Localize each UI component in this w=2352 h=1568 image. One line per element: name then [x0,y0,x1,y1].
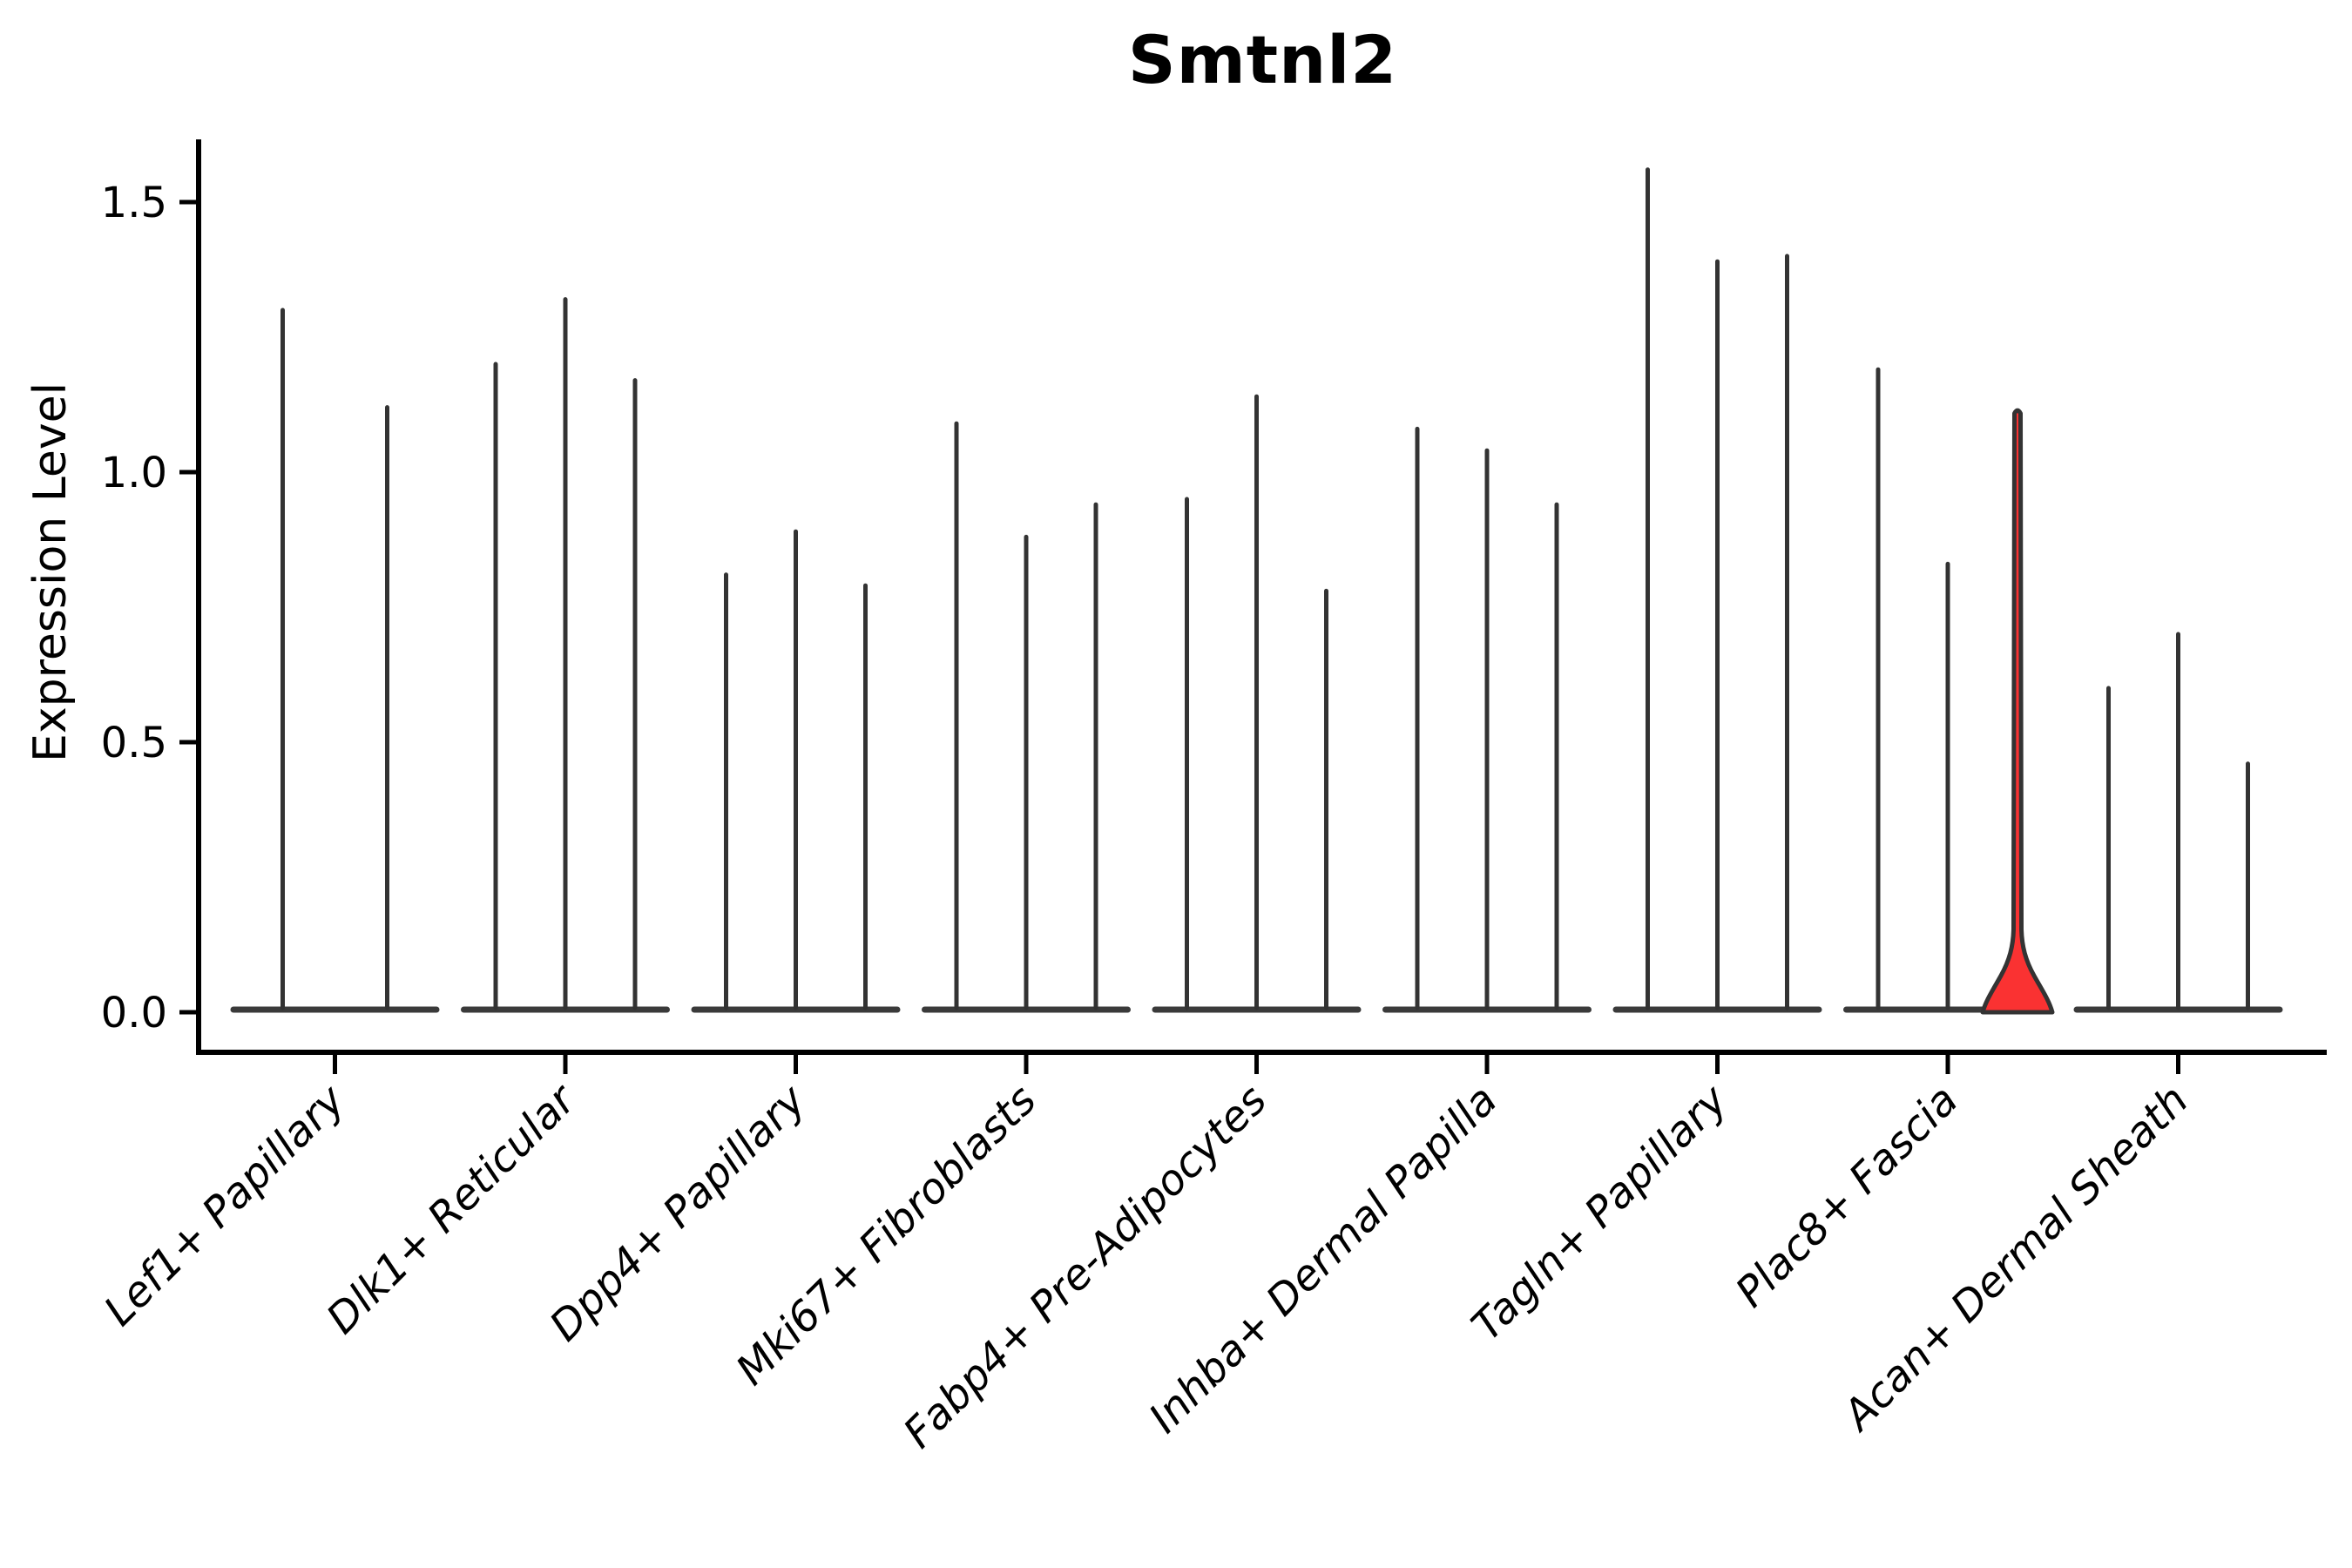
x-tick-label: Lef1+ Papillary [95,1075,355,1335]
violin-highlighted [1980,408,2055,1015]
chart-title: Smtnl2 [1127,21,1398,98]
x-tick-label: Fabp4+ Pre-Adipocytes [894,1076,1276,1458]
y-tick-label: 1.5 [101,179,167,227]
x-tick-label: Tagln+ Papillary [1463,1075,1738,1350]
x-tick-label: Plac8+ Fascia [1727,1076,1968,1317]
x-tick-label: Dlk1+ Reticular [317,1074,587,1344]
violin-baseline [230,1006,440,1013]
x-tick-label: Dpp4+ Papillary [540,1075,815,1350]
y-tick-label: 0.5 [101,719,167,767]
y-tick-label: 1.0 [101,449,167,497]
y-tick-label: 0.0 [101,989,167,1037]
